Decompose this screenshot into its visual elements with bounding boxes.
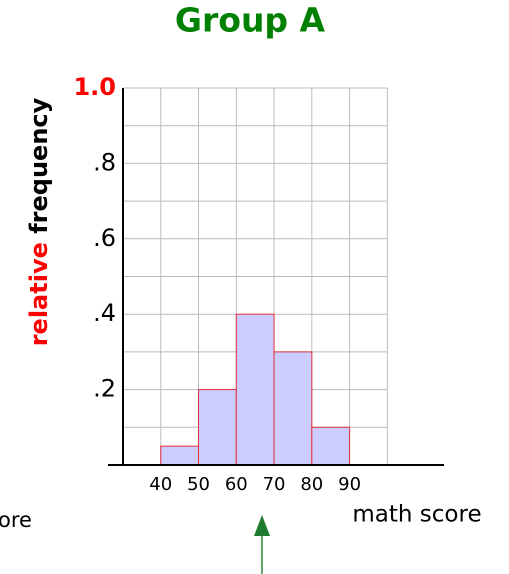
- y-tick-label: .2: [93, 375, 116, 403]
- chart-title: Group A: [175, 1, 326, 40]
- x-tick-label: 90: [338, 474, 361, 495]
- x-tick-label: 50: [187, 474, 210, 495]
- x-tick-label: 70: [263, 474, 286, 495]
- y-axis-label-part: relative: [25, 242, 53, 346]
- bar: [198, 389, 237, 466]
- y-axis-label: relative frequency: [25, 97, 53, 346]
- x-tick-label: 60: [225, 474, 248, 495]
- bar: [273, 351, 313, 466]
- bar: [160, 445, 200, 466]
- bar: [311, 426, 351, 466]
- y-axis-label-part: frequency: [25, 97, 53, 233]
- x-tick-label: 40: [149, 474, 172, 495]
- x-axis-label: math score: [352, 502, 481, 528]
- arrow-head: [254, 515, 270, 536]
- y-tick-label: .4: [93, 299, 116, 327]
- bar: [235, 313, 275, 466]
- y-tick-label: .8: [93, 148, 116, 176]
- y-tick-label: 1.0: [73, 73, 116, 101]
- x-tick-label: 80: [300, 474, 323, 495]
- annotation: ore: [0, 508, 32, 532]
- y-tick-label: .6: [93, 224, 116, 252]
